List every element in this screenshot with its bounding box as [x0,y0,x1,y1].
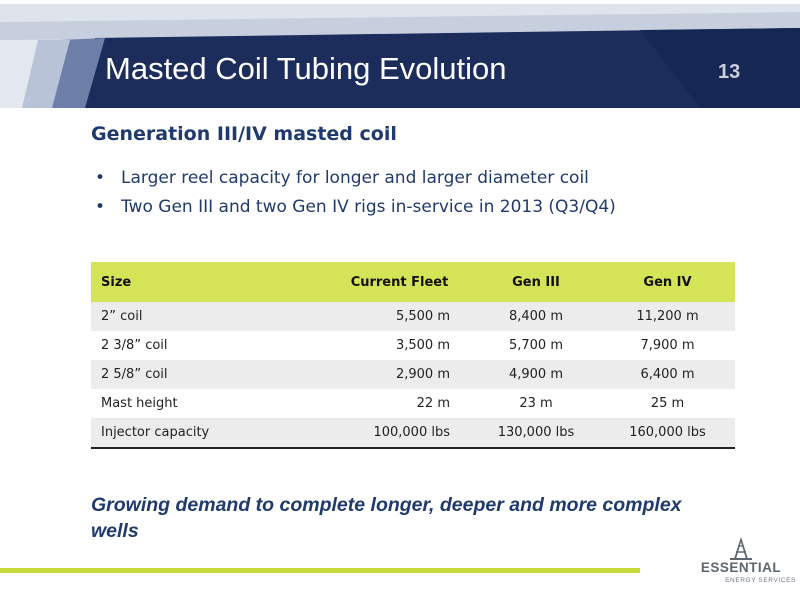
section-heading: Generation III/IV masted coil [91,123,397,145]
bullet-dot-icon: • [95,197,106,217]
comparison-table: Size Current Fleet Gen III Gen IV 2” coi… [91,262,735,449]
table-cell: 8,400 m [472,302,600,331]
bullet-item: • Larger reel capacity for longer and lar… [93,164,616,193]
table-row: Injector capacity 100,000 lbs 130,000 lb… [91,418,735,448]
table-cell: 3,500 m [327,331,472,360]
closing-statement: Growing demand to complete longer, deepe… [91,494,682,542]
footer-accent-line [0,568,640,573]
table-cell: 2,900 m [327,360,472,389]
table-cell: 23 m [472,389,600,418]
table-cell: 25 m [600,389,735,418]
table-cell: 100,000 lbs [327,418,472,448]
table-cell: 2” coil [91,302,327,331]
table-cell: 7,900 m [600,331,735,360]
table-row: 2” coil 5,500 m 8,400 m 11,200 m [91,302,735,331]
bullet-text: Two Gen III and two Gen IV rigs in-servi… [121,197,616,217]
table-cell: 4,900 m [472,360,600,389]
header-gen-iv: Gen IV [600,262,735,302]
table-cell: 22 m [327,389,472,418]
table-row: 2 3/8” coil 3,500 m 5,700 m 7,900 m [91,331,735,360]
table-cell: 5,700 m [472,331,600,360]
header-banner [0,0,800,108]
table-row: 2 5/8” coil 2,900 m 4,900 m 6,400 m [91,360,735,389]
table-header-row: Size Current Fleet Gen III Gen IV [91,262,735,302]
derrick-icon [730,537,752,560]
table-cell: 2 3/8” coil [91,331,327,360]
table-cell: 130,000 lbs [472,418,600,448]
slide-title: Masted Coil Tubing Evolution [105,51,507,86]
table-cell: 160,000 lbs [600,418,735,448]
logo-wordmark: ESSENTIAL [700,560,782,575]
bullet-text: Larger reel capacity for longer and larg… [121,168,589,188]
header-size: Size [91,262,327,302]
table-cell: 2 5/8” coil [91,360,327,389]
header-gen-iii: Gen III [472,262,600,302]
company-logo: ESSENTIAL ENERGY SERVICES [686,536,796,596]
bullet-dot-icon: • [95,168,106,188]
slide-number: 13 [718,61,741,83]
table-row: Mast height 22 m 23 m 25 m [91,389,735,418]
header-current-fleet: Current Fleet [327,262,472,302]
table-cell: 6,400 m [600,360,735,389]
bullet-item: • Two Gen III and two Gen IV rigs in-serv… [93,193,616,222]
table-cell: 11,200 m [600,302,735,331]
logo-tagline: ENERGY SERVICES [725,577,796,584]
table-cell: 5,500 m [327,302,472,331]
table-cell: Injector capacity [91,418,327,448]
table-cell: Mast height [91,389,327,418]
bullet-list: • Larger reel capacity for longer and lar… [93,164,616,222]
